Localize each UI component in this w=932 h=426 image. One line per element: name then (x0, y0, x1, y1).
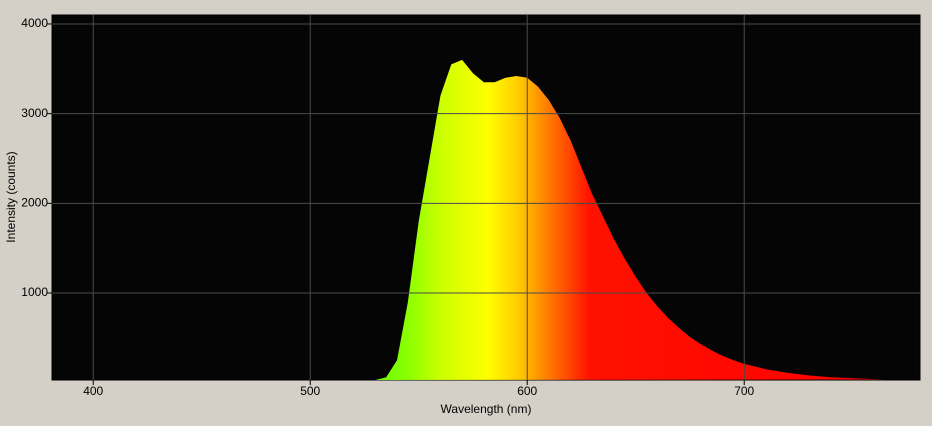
spectrum-area (375, 59, 886, 380)
y-tick-label: 3000 (21, 106, 48, 120)
x-tick-label: 600 (517, 384, 537, 398)
y-axis-label: Intensity (counts) (4, 151, 18, 242)
x-tick-label: 400 (83, 384, 103, 398)
y-tick-label: 4000 (21, 16, 48, 30)
y-tick-label: 2000 (21, 196, 48, 210)
x-axis-label: Wavelength (nm) (441, 402, 532, 416)
y-tick-label: 1000 (21, 285, 48, 299)
x-tick-label: 700 (734, 384, 754, 398)
x-tick-label: 500 (300, 384, 320, 398)
